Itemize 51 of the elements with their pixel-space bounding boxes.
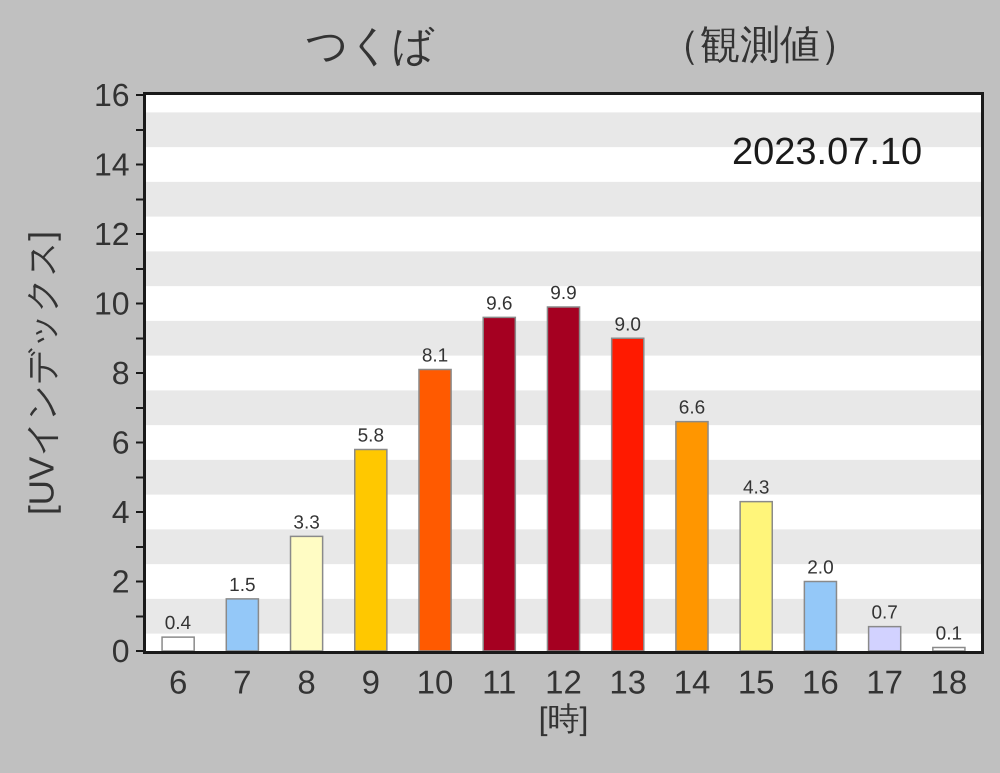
bar: [354, 448, 388, 651]
data-label: 0.7: [871, 602, 898, 624]
x-tick-label: 16: [802, 664, 839, 701]
data-label: 6.6: [678, 398, 706, 419]
y-tick-label: 0: [112, 633, 130, 670]
x-tick-label: 11: [482, 664, 516, 701]
y-tick-label: 8: [112, 355, 130, 392]
bar: [482, 316, 516, 651]
y-tick-label: 2: [112, 564, 130, 600]
bar: [804, 580, 838, 651]
bar: [868, 626, 902, 651]
bar: [610, 338, 645, 651]
chart-subtitle: （観測値）: [660, 23, 860, 67]
x-tick-label: 8: [297, 664, 316, 701]
data-label: 1.5: [229, 574, 256, 596]
y-axis-title: [UVインデックス]: [22, 230, 62, 516]
bar: [675, 420, 709, 651]
bar: [418, 368, 452, 651]
y-tick-label: 4: [112, 494, 130, 530]
x-tick-label: 7: [233, 664, 252, 701]
data-label: 5.8: [358, 425, 384, 446]
y-tick-label: 14: [94, 146, 130, 183]
x-tick-label: 17: [866, 664, 904, 701]
x-axis-title: [時]: [538, 700, 588, 737]
data-label: 9.6: [486, 293, 512, 314]
x-tick-label: 9: [362, 664, 380, 701]
x-tick-label: 6: [168, 664, 188, 701]
x-tick-label: 14: [674, 664, 710, 701]
x-tick-label: 12: [545, 664, 582, 701]
data-label: 2.0: [807, 558, 834, 578]
x-tick-label: 13: [609, 664, 646, 701]
data-label: 3.3: [293, 512, 320, 534]
data-label: 4.3: [742, 478, 770, 499]
x-tick-label: 10: [416, 664, 454, 701]
data-label: 9.9: [550, 282, 577, 304]
data-label: 0.1: [936, 624, 962, 645]
y-tick-label: 10: [94, 286, 130, 322]
x-tick-label: 15: [738, 664, 775, 701]
data-label: 9.0: [614, 314, 641, 336]
bar: [546, 306, 580, 651]
annotation: 2023.07.10: [732, 131, 922, 173]
y-tick-label: 6: [112, 424, 130, 461]
bar: [226, 598, 260, 651]
chart-title: つくば: [306, 22, 434, 69]
y-tick-label: 16: [94, 77, 130, 114]
bar: [290, 536, 324, 651]
data-label: 8.1: [422, 346, 448, 367]
x-tick-label: 18: [930, 664, 968, 701]
bar: [739, 500, 773, 651]
y-tick-label: 12: [94, 216, 130, 252]
data-label: 0.4: [164, 613, 192, 634]
